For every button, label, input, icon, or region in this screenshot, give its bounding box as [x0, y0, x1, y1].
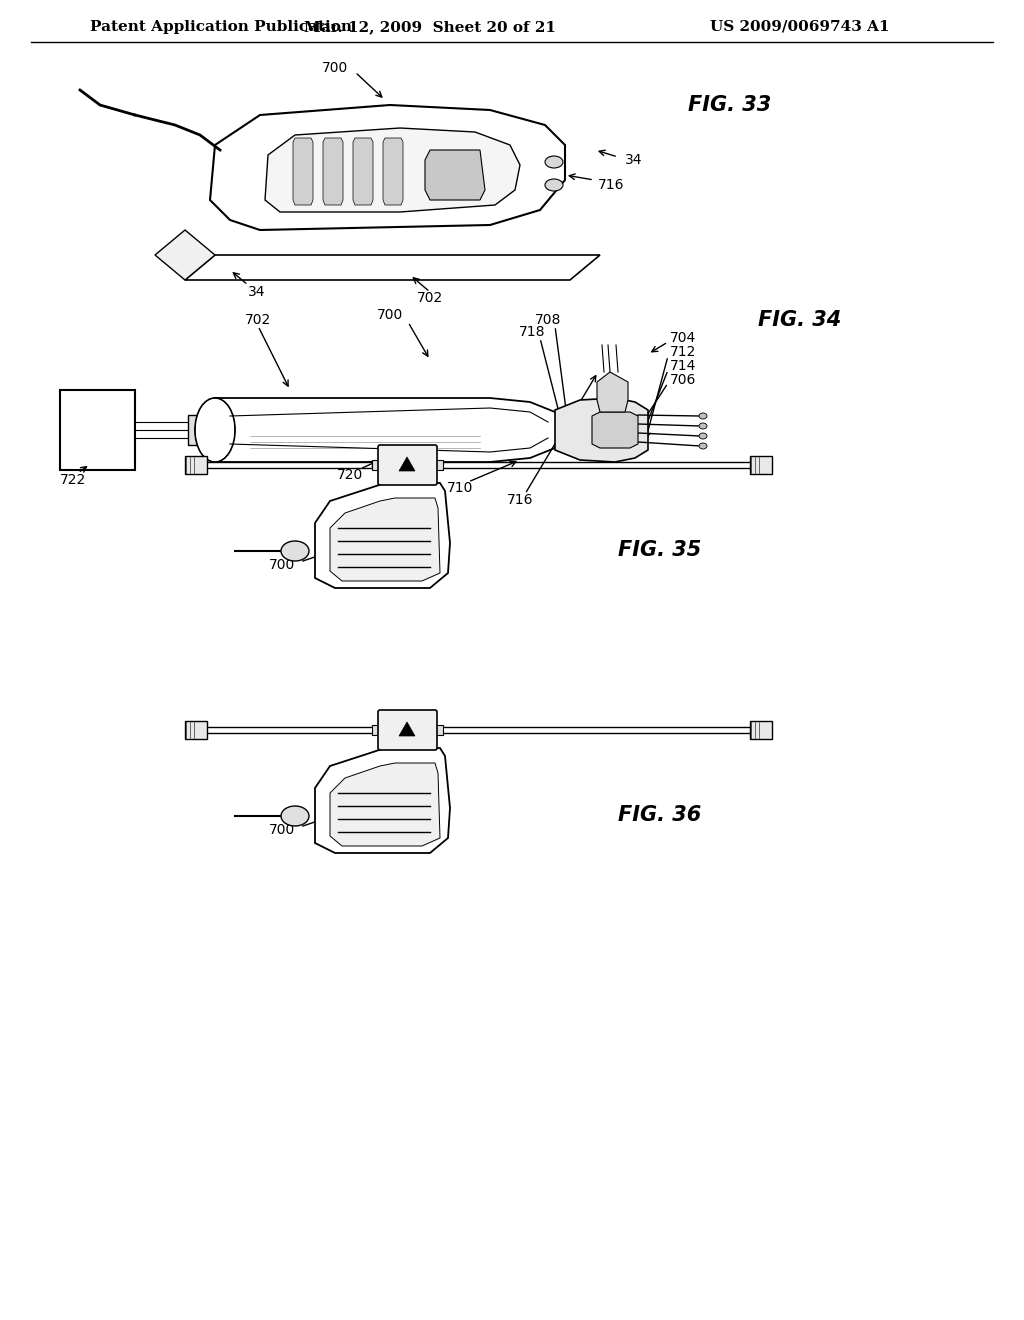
Text: 702: 702	[417, 290, 443, 305]
Text: Patent Application Publication: Patent Application Publication	[90, 20, 352, 34]
Polygon shape	[323, 139, 343, 205]
Bar	[185, 455, 207, 474]
Polygon shape	[383, 139, 403, 205]
Polygon shape	[555, 399, 648, 462]
Ellipse shape	[281, 807, 309, 826]
Ellipse shape	[699, 413, 707, 418]
Text: 700: 700	[322, 61, 348, 75]
Ellipse shape	[699, 444, 707, 449]
Text: 714: 714	[670, 359, 696, 374]
FancyBboxPatch shape	[378, 445, 437, 484]
Text: 716: 716	[598, 178, 625, 191]
Text: 720: 720	[337, 469, 364, 482]
Text: 718: 718	[519, 325, 545, 339]
Text: US 2009/0069743 A1: US 2009/0069743 A1	[711, 20, 890, 34]
Text: 712: 712	[670, 345, 696, 359]
Bar	[185, 721, 207, 739]
Bar	[435, 459, 443, 470]
Text: FIG. 35: FIG. 35	[618, 540, 701, 560]
Bar	[372, 725, 380, 735]
Ellipse shape	[545, 156, 563, 168]
Text: FIG. 36: FIG. 36	[618, 805, 701, 825]
Text: 700: 700	[268, 558, 295, 572]
Text: FIG. 33: FIG. 33	[688, 95, 772, 115]
Polygon shape	[399, 457, 415, 471]
Text: 722: 722	[60, 473, 86, 487]
Text: Mar. 12, 2009  Sheet 20 of 21: Mar. 12, 2009 Sheet 20 of 21	[304, 20, 556, 34]
Polygon shape	[399, 722, 415, 737]
FancyBboxPatch shape	[378, 710, 437, 750]
Text: 716: 716	[507, 492, 534, 507]
Bar	[60, 389, 135, 470]
Polygon shape	[353, 139, 373, 205]
Bar	[372, 459, 380, 470]
Text: 34: 34	[625, 153, 642, 168]
Polygon shape	[293, 139, 313, 205]
Polygon shape	[210, 106, 565, 230]
Text: 704: 704	[670, 331, 696, 345]
Text: 708: 708	[535, 313, 561, 327]
Polygon shape	[597, 372, 628, 412]
Ellipse shape	[699, 422, 707, 429]
Bar	[750, 455, 772, 474]
Polygon shape	[592, 412, 638, 447]
Polygon shape	[185, 255, 600, 280]
Text: 700: 700	[268, 822, 295, 837]
Polygon shape	[330, 763, 440, 846]
Ellipse shape	[196, 399, 234, 461]
Bar	[435, 725, 443, 735]
Ellipse shape	[281, 541, 309, 561]
Text: 700: 700	[377, 308, 403, 322]
Polygon shape	[315, 483, 450, 587]
Polygon shape	[425, 150, 485, 201]
Bar	[750, 721, 772, 739]
Polygon shape	[215, 399, 560, 462]
Text: 702: 702	[245, 313, 271, 327]
Ellipse shape	[195, 399, 234, 462]
Polygon shape	[265, 128, 520, 213]
Text: 34: 34	[248, 285, 265, 300]
Polygon shape	[155, 230, 215, 280]
Ellipse shape	[699, 433, 707, 440]
Ellipse shape	[545, 180, 563, 191]
Text: 710: 710	[446, 480, 473, 495]
Text: 706: 706	[670, 374, 696, 387]
Polygon shape	[330, 498, 440, 581]
Bar	[188, 414, 202, 445]
Text: FIG. 34: FIG. 34	[759, 310, 842, 330]
Polygon shape	[315, 748, 450, 853]
